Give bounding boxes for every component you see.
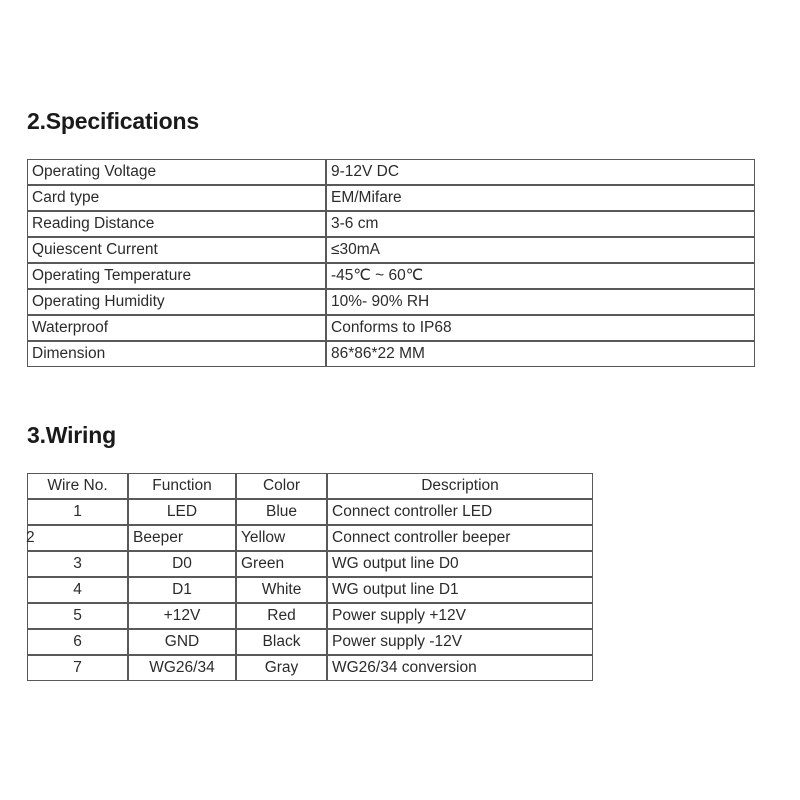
spec-value: Conforms to IP68	[326, 315, 755, 341]
spec-value: EM/Mifare	[326, 185, 755, 211]
wire-description: Connect controller LED	[327, 499, 593, 525]
table-row: Waterproof Conforms to IP68	[27, 315, 755, 341]
specifications-heading: 2.Specifications	[27, 108, 199, 134]
table-row: Card type EM/Mifare	[27, 185, 755, 211]
spec-label: Reading Distance	[27, 211, 326, 237]
wire-no: 1	[27, 499, 128, 525]
wire-function: +12V	[128, 603, 236, 629]
spec-value: 3-6 cm	[326, 211, 755, 237]
spec-label: Operating Voltage	[27, 159, 326, 185]
spec-label: Dimension	[27, 341, 326, 367]
wire-no: 6	[27, 629, 128, 655]
spec-label: Operating Temperature	[27, 263, 326, 289]
wire-function: D1	[128, 577, 236, 603]
spec-value: 9-12V DC	[326, 159, 755, 185]
spec-label: Operating Humidity	[27, 289, 326, 315]
wire-no: 2	[26, 525, 128, 551]
table-header-row: Wire No. Function Color Description	[27, 473, 593, 499]
spec-value: 86*86*22 MM	[326, 341, 755, 367]
table-row: 4 D1 White WG output line D1	[27, 577, 593, 603]
wiring-heading: 3.Wiring	[27, 422, 116, 448]
wire-no: 3	[27, 551, 128, 577]
wire-color: Gray	[236, 655, 327, 681]
spec-label: Quiescent Current	[27, 237, 326, 263]
spec-value: -45℃ ~ 60℃	[326, 263, 755, 289]
table-row: 5 +12V Red Power supply +12V	[27, 603, 593, 629]
wire-description: Power supply -12V	[327, 629, 593, 655]
table-row: Quiescent Current ≤30mA	[27, 237, 755, 263]
wire-description: Connect controller beeper	[327, 525, 593, 551]
table-row: 1 LED Blue Connect controller LED	[27, 499, 593, 525]
wire-no: 4	[27, 577, 128, 603]
column-header-color: Color	[236, 473, 327, 499]
column-header-wire-no: Wire No.	[27, 473, 128, 499]
spec-value: ≤30mA	[326, 237, 755, 263]
wire-color: White	[236, 577, 327, 603]
table-row: Operating Voltage 9-12V DC	[27, 159, 755, 185]
wire-color: Black	[236, 629, 327, 655]
wire-function: LED	[128, 499, 236, 525]
wire-color: Red	[236, 603, 327, 629]
wire-function: GND	[128, 629, 236, 655]
spec-value: 10%- 90% RH	[326, 289, 755, 315]
wiring-table: Wire No. Function Color Description 1 LE…	[26, 473, 593, 681]
table-row: 2 Beeper Yellow Connect controller beepe…	[26, 525, 593, 551]
spec-label: Card type	[27, 185, 326, 211]
table-row: Dimension 86*86*22 MM	[27, 341, 755, 367]
table-row: 6 GND Black Power supply -12V	[27, 629, 593, 655]
table-row: Operating Humidity 10%- 90% RH	[27, 289, 755, 315]
wire-no: 7	[27, 655, 128, 681]
column-header-function: Function	[128, 473, 236, 499]
wire-description: WG26/34 conversion	[327, 655, 593, 681]
specifications-table: Operating Voltage 9-12V DC Card type EM/…	[27, 159, 755, 367]
wire-function: Beeper	[128, 525, 236, 551]
wire-no: 5	[27, 603, 128, 629]
table-row: Reading Distance 3-6 cm	[27, 211, 755, 237]
wire-function: WG26/34	[128, 655, 236, 681]
table-row: Operating Temperature -45℃ ~ 60℃	[27, 263, 755, 289]
wire-description: Power supply +12V	[327, 603, 593, 629]
wire-color: Blue	[236, 499, 327, 525]
wire-description: WG output line D1	[327, 577, 593, 603]
spec-label: Waterproof	[27, 315, 326, 341]
wire-color: Yellow	[236, 525, 327, 551]
column-header-description: Description	[327, 473, 593, 499]
wire-description: WG output line D0	[327, 551, 593, 577]
wire-function: D0	[128, 551, 236, 577]
table-row: 7 WG26/34 Gray WG26/34 conversion	[27, 655, 593, 681]
table-row: 3 D0 Green WG output line D0	[27, 551, 593, 577]
wire-color: Green	[236, 551, 327, 577]
